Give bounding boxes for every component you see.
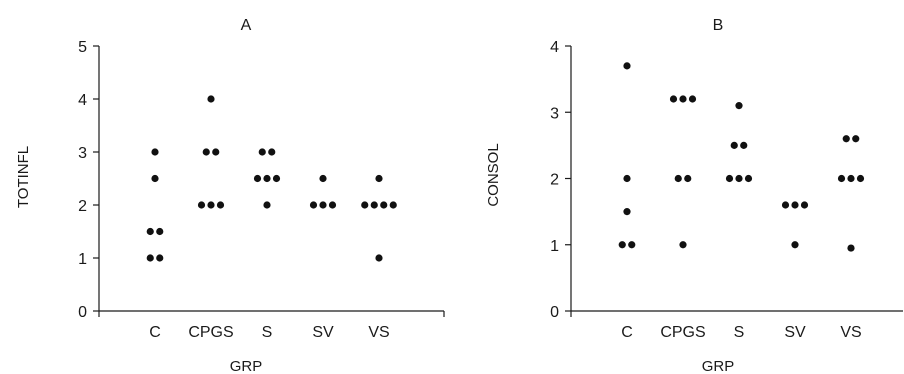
panel-a-data-point <box>380 201 388 209</box>
panel-b-data-point <box>740 141 748 149</box>
panel-b-data-point <box>679 241 687 249</box>
panel-a-data-point <box>389 201 397 209</box>
panel-b-data-point <box>744 174 753 183</box>
panel-b-category-label: VS <box>840 324 861 341</box>
panel-b-ytick-label: 3 <box>550 105 559 122</box>
panel-b-data-point <box>623 62 631 70</box>
panel-b-data-point <box>791 201 799 209</box>
panel-a-data-point <box>263 201 271 209</box>
panel-a-data-point <box>272 174 281 183</box>
panel-a-ytick-label: 2 <box>78 198 87 215</box>
panel-a-data-point <box>212 148 220 156</box>
panel-a-category-label: SV <box>312 324 334 341</box>
panel-b-data-point <box>735 102 743 110</box>
panel-a-category-label: CPGS <box>188 324 233 341</box>
panel-b-data-point <box>628 241 636 249</box>
panel-a-data-point <box>258 148 266 156</box>
panel-a-ytick-label: 4 <box>78 92 87 109</box>
panel-a-title: A <box>241 17 252 34</box>
panel-b-data-point <box>725 174 734 183</box>
panel-b-xlabel: GRP <box>702 358 735 374</box>
panel-a-data-point <box>268 148 276 156</box>
panel-b-data-point <box>781 201 790 209</box>
panel-b-data-point <box>800 201 809 209</box>
panel-b-ytick-label: 4 <box>550 39 559 56</box>
panel-b: B CONSOL GRP 0 1 2 3 4 C CPGS S SV VS <box>485 17 903 374</box>
panel-a-data-point <box>207 201 215 209</box>
panel-b-ylabel: CONSOL <box>485 143 502 206</box>
panel-a-category-label: S <box>262 324 273 341</box>
panel-a-data-point <box>146 227 154 236</box>
panel-a-category-label: C <box>149 324 161 341</box>
panel-a-data-point <box>375 254 383 262</box>
panel-b-category-label: SV <box>784 324 806 341</box>
panel-a-data-point <box>319 174 327 183</box>
panel-b-data-point <box>679 95 687 103</box>
panel-b-ytick-label: 0 <box>550 304 559 321</box>
panel-a-data-point <box>202 148 210 156</box>
panel-a-data-point <box>156 254 164 262</box>
panel-b-data-point <box>623 174 631 183</box>
panel-a-ytick-label: 3 <box>78 145 87 162</box>
panel-b-data-point <box>730 141 738 149</box>
panel-a-data-point <box>309 201 318 209</box>
panel-b-data-point <box>852 135 860 143</box>
panel-b-data-point <box>684 174 692 183</box>
panel-b-ytick-label: 2 <box>550 172 559 189</box>
panel-a-data-point <box>319 201 327 209</box>
panel-b-data-point <box>623 208 631 216</box>
panel-b-data-point <box>688 95 697 103</box>
panel-a-data-point <box>328 201 337 209</box>
panel-a-data-point <box>207 95 215 103</box>
panel-a-data-point <box>263 174 271 183</box>
panel-a-ytick-label: 5 <box>78 39 87 56</box>
panel-a-data-point <box>375 174 383 183</box>
panel-a-data-point <box>253 174 262 183</box>
panel-b-data-point <box>669 95 678 103</box>
panel-b-data-point <box>856 174 865 183</box>
panel-a-data-point <box>370 201 378 209</box>
panel-a-ytick-label: 1 <box>78 251 87 268</box>
panel-a-data-point <box>146 254 154 262</box>
panel-a-category-label: VS <box>368 324 389 341</box>
panel-a-data-point <box>151 148 159 156</box>
panel-b-data-point <box>847 244 855 252</box>
panel-b-data-point <box>837 174 846 183</box>
panel-a-ytick-label: 0 <box>78 304 87 321</box>
panel-a-data-point <box>156 227 164 236</box>
panel-a-data-point <box>151 174 159 183</box>
panel-b-data-point <box>847 174 855 183</box>
panel-a-data-point <box>216 201 225 209</box>
panel-b-category-label: S <box>734 324 745 341</box>
panel-b-data-point <box>735 174 743 183</box>
panel-a-xlabel: GRP <box>230 358 263 374</box>
panel-b-data-point <box>791 241 799 249</box>
panel-a-ylabel: TOTINFL <box>15 146 32 208</box>
panel-b-category-label: C <box>621 324 633 341</box>
panel-b-data-point <box>618 241 626 249</box>
panel-b-data-point <box>842 135 850 143</box>
panel-a-data-point <box>361 201 369 209</box>
panel-b-title: B <box>713 17 724 34</box>
panel-a: A TOTINFL GRP 0 1 2 3 4 5 C CPGS S SV VS <box>15 17 445 374</box>
panel-a-data-point <box>197 201 206 209</box>
panel-b-ytick-label: 1 <box>550 238 559 255</box>
panel-b-data-point <box>674 174 682 183</box>
panel-b-category-label: CPGS <box>660 324 705 341</box>
